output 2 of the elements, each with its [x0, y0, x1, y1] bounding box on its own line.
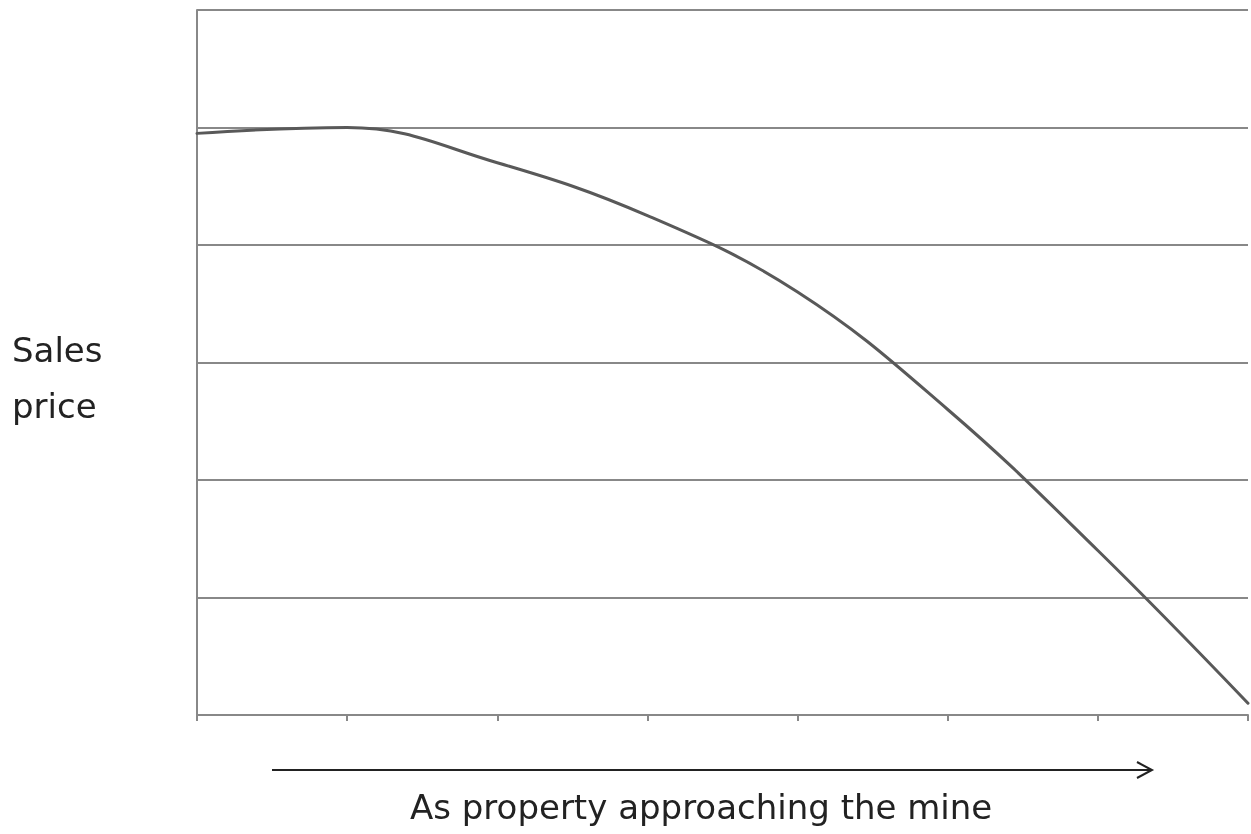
y-axis-title: Sales price [12, 330, 103, 426]
x-axis-title: As property approaching the mine [410, 787, 993, 827]
